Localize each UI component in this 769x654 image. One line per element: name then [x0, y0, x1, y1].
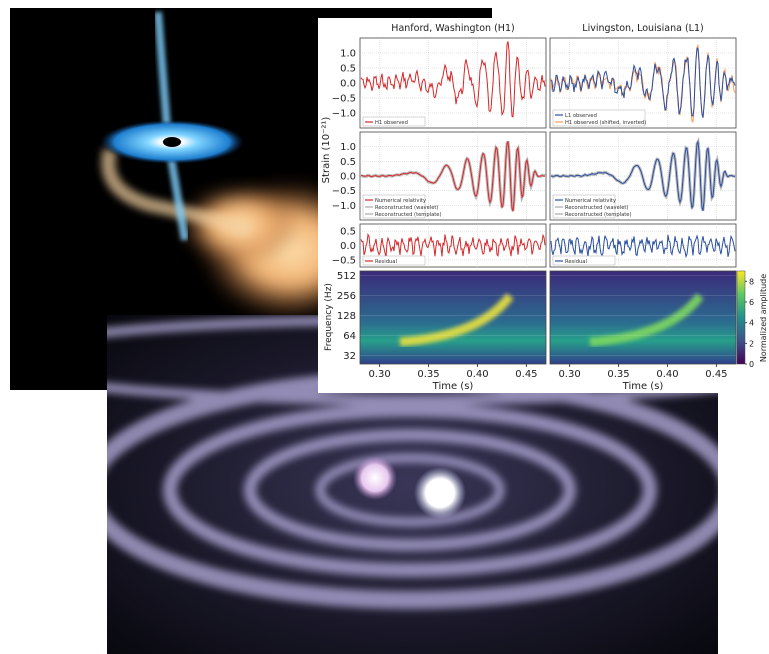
- y-tick-label: 0.5: [340, 64, 356, 75]
- gw-figure: Hanford, Washington (H1) 1.0 0.5 0.0 −0.5 −1.…: [318, 18, 768, 393]
- y-tick-label: 256: [337, 291, 356, 302]
- colorbar-tick-label: 2: [749, 339, 754, 348]
- legend-label: Reconstructed (wavelet): [565, 205, 628, 211]
- y-tick-label: 512: [337, 271, 356, 282]
- x-tick-label: 0.30: [368, 369, 390, 380]
- y-tick-label: −1.0: [332, 201, 356, 212]
- legend-label: Numerical relativity: [375, 198, 426, 204]
- y-tick-label: 128: [337, 311, 356, 322]
- colorbar-tick-label: 6: [749, 298, 754, 307]
- legend-label: Reconstructed (wavelet): [375, 205, 438, 211]
- x-axis-label: Time (s): [432, 381, 474, 392]
- colorbar-tick-label: 0: [749, 360, 754, 369]
- column-title: Livingston, Louisiana (L1): [582, 23, 703, 34]
- colorbar: [737, 271, 745, 364]
- y-tick-label: 1.0: [340, 142, 356, 153]
- y-tick-label: 0.0: [340, 79, 356, 90]
- x-tick-label: 0.35: [417, 369, 439, 380]
- legend-label: Reconstructed (template): [375, 212, 442, 218]
- legend-label: Numerical relativity: [565, 198, 616, 204]
- legend-label: Residual: [565, 259, 587, 265]
- y-axis-label: Frequency (Hz): [324, 283, 334, 351]
- x-tick-label: 0.45: [705, 369, 727, 380]
- y-tick-label: 0.5: [340, 227, 356, 238]
- x-tick-label: 0.40: [656, 369, 678, 380]
- y-tick-label: 64: [343, 331, 356, 342]
- column-title: Hanford, Washington (H1): [391, 23, 514, 34]
- collage: Hanford, Washington (H1) 1.0 0.5 0.0 −0.5 −1.…: [0, 0, 769, 654]
- x-tick-label: 0.30: [558, 369, 580, 380]
- legend-label: Reconstructed (template): [565, 212, 632, 218]
- spectrogram: [550, 271, 736, 364]
- y-tick-label: 0.5: [340, 157, 356, 168]
- y-tick-label: −0.5: [332, 94, 356, 105]
- y-tick-label: 0.0: [340, 172, 356, 183]
- x-axis-label: Time (s): [622, 381, 664, 392]
- colorbar-label: Normalized amplitude: [759, 274, 768, 362]
- x-tick-label: 0.40: [466, 369, 488, 380]
- x-tick-label: 0.45: [515, 369, 537, 380]
- legend-label: H1 observed: [375, 120, 408, 126]
- y-axis-label: Strain (10⁻²¹): [321, 117, 332, 184]
- colorbar-tick-label: 8: [749, 277, 754, 286]
- y-tick-label: 32: [343, 351, 356, 362]
- x-tick-label: 0.35: [607, 369, 629, 380]
- y-tick-label: 1.0: [340, 49, 356, 60]
- y-tick-label: −0.5: [332, 186, 356, 197]
- legend-label: L1 observed: [565, 113, 597, 119]
- legend-label: H1 observed (shifted, inverted): [565, 120, 646, 126]
- y-tick-label: −0.5: [332, 255, 356, 266]
- y-tick-label: 0.0: [340, 241, 356, 252]
- colorbar-tick-label: 4: [749, 319, 754, 328]
- legend-label: Residual: [375, 259, 397, 265]
- page: Hanford, Washington (H1) 1.0 0.5 0.0 −0.5 −1.…: [0, 0, 769, 654]
- spectrogram: [360, 271, 546, 364]
- y-tick-label: −1.0: [332, 109, 356, 120]
